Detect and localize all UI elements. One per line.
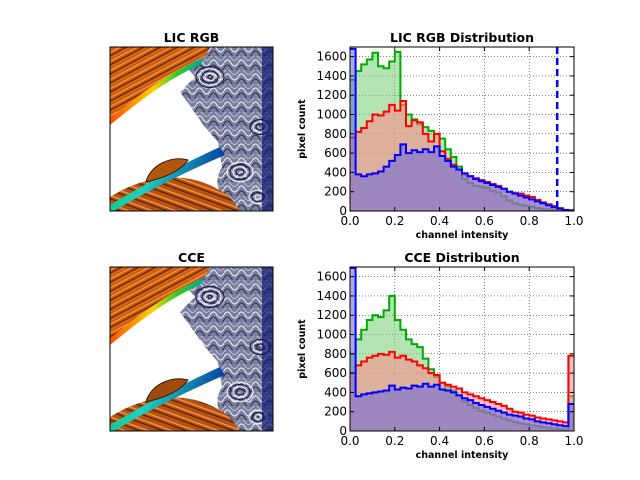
lic-image-panel: LIC RGB <box>109 30 274 212</box>
y-tick-label: 600 <box>324 366 347 380</box>
histogram-fill-2 <box>350 267 574 431</box>
x-tick-label: 1.0 <box>564 434 583 448</box>
vortex-ring <box>235 388 245 396</box>
y-tick-label: 800 <box>324 127 347 141</box>
vortex-ring <box>235 168 245 176</box>
vortex-ring <box>201 70 219 84</box>
image-title: CCE <box>178 250 205 265</box>
y-tick-label: 1400 <box>316 289 347 303</box>
y-tick-label: 1000 <box>316 328 347 342</box>
chart-title: CCE Distribution <box>404 250 519 265</box>
vortex-ring <box>195 65 225 89</box>
y-tick-label: 1200 <box>316 308 347 322</box>
x-tick-label: 0.2 <box>385 214 404 228</box>
y-tick-label: 800 <box>324 347 347 361</box>
vortex-ring <box>195 285 225 309</box>
y-tick-label: 1600 <box>316 270 347 284</box>
y-axis-label: pixel count <box>297 319 308 379</box>
histogram-panel: 0.0 0.2 0.4 0.6 0.8 1.0 0 200 400 600 800 1000 1200 1… <box>297 250 584 461</box>
image-frame <box>109 46 274 212</box>
rainbow-edge-top <box>110 277 205 345</box>
image-frame <box>109 266 274 432</box>
blob-shape <box>145 378 189 403</box>
edge-band <box>262 267 273 431</box>
edge-band <box>262 47 273 211</box>
histogram-outline-2 <box>350 47 574 211</box>
x-tick-label: 0.4 <box>430 434 449 448</box>
x-tick-label: 0.0 <box>340 214 359 228</box>
axes-frame <box>349 266 575 432</box>
swirl-region <box>170 47 273 211</box>
vortex-ring <box>198 288 222 306</box>
vortex-ring <box>229 163 251 181</box>
vortex-ring <box>198 68 222 86</box>
lic-image-panel: CCE <box>109 250 274 432</box>
y-tick-label: 200 <box>324 185 347 199</box>
histogram-panel: 0.0 0.2 0.4 0.6 0.8 1.0 0 200 400 600 800 1000 1200 1… <box>297 30 584 241</box>
swirl-region <box>170 267 273 431</box>
y-tick-label: 0 <box>339 424 347 438</box>
y-tick-label: 600 <box>324 146 347 160</box>
y-tick-label: 1000 <box>316 108 347 122</box>
fibre-band-bottom <box>110 397 240 431</box>
x-tick-label: 0.6 <box>475 434 494 448</box>
x-axis-label: channel intensity <box>416 450 510 461</box>
y-tick-label: 400 <box>324 165 347 179</box>
vortex-ring <box>204 292 216 302</box>
image-title: LIC RGB <box>164 30 220 45</box>
vortex-ring <box>204 72 216 82</box>
x-tick-label: 0.6 <box>475 214 494 228</box>
vortex-ring <box>232 386 248 398</box>
fibre-band-top <box>110 267 210 339</box>
fibre-band-bottom <box>110 177 240 211</box>
vortex-ring <box>207 74 213 80</box>
blob-shape <box>145 158 189 183</box>
histogram-fill-2 <box>350 48 574 211</box>
x-tick-label: 0.2 <box>385 434 404 448</box>
y-tick-label: 1600 <box>316 50 347 64</box>
vortex-ring <box>232 166 248 178</box>
y-tick-label: 400 <box>324 385 347 399</box>
x-axis-label: channel intensity <box>416 230 510 241</box>
histogram-outline-2 <box>350 267 574 428</box>
vortex-ring <box>201 290 219 304</box>
vortex-ring <box>226 381 254 403</box>
y-tick-label: 200 <box>324 405 347 419</box>
x-tick-label: 0.8 <box>520 214 539 228</box>
axes-frame <box>349 46 575 212</box>
rainbow-edge-top <box>110 57 205 125</box>
x-tick-label: 0.0 <box>340 434 359 448</box>
vortex-ring <box>226 161 254 183</box>
y-tick-label: 1400 <box>316 69 347 83</box>
y-tick-label: 1200 <box>316 88 347 102</box>
fibre-band-top <box>110 47 210 119</box>
y-axis-label: pixel count <box>297 99 308 159</box>
vortex-ring <box>207 294 213 300</box>
x-tick-label: 0.8 <box>520 434 539 448</box>
y-tick-label: 0 <box>339 204 347 218</box>
vortex-ring <box>254 194 262 200</box>
x-tick-label: 0.4 <box>430 214 449 228</box>
histogram-outline-1 <box>350 350 574 424</box>
x-tick-label: 1.0 <box>564 214 583 228</box>
green-blue-band <box>110 367 225 431</box>
green-blue-band <box>110 147 225 211</box>
chart-title: LIC RGB Distribution <box>390 30 534 45</box>
vortex-ring <box>254 414 262 420</box>
vortex-ring <box>229 383 251 401</box>
